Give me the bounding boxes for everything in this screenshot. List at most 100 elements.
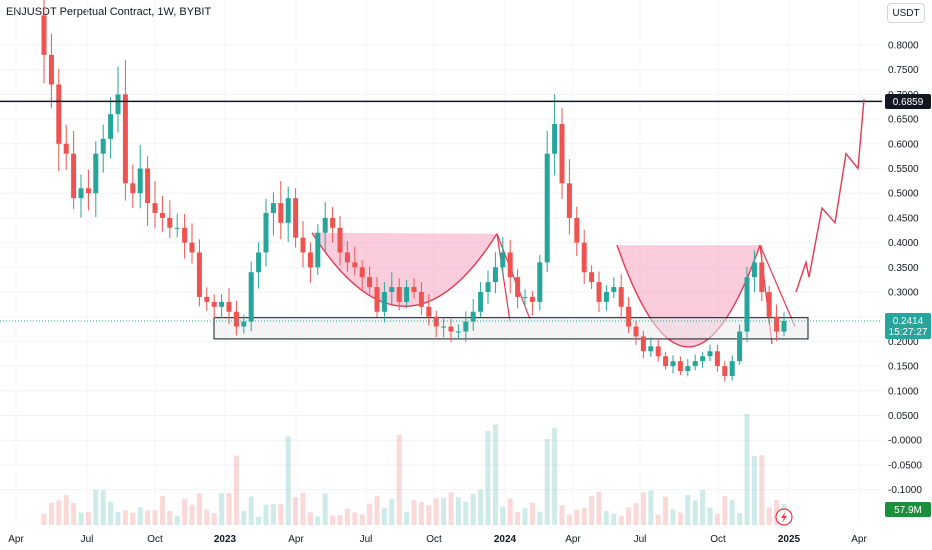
volume-bar [256, 516, 262, 525]
volume-bar [433, 498, 439, 525]
candle-body [640, 336, 646, 352]
time-tick-label: Apr [8, 534, 24, 545]
volume-bar [589, 496, 595, 525]
candle-body [537, 262, 543, 302]
candle-body [492, 267, 498, 283]
price-tick-label: 0.3500 [888, 263, 919, 274]
current-price-label: 0.2414 [893, 316, 924, 327]
candle-body [78, 188, 84, 199]
volume-bar [774, 499, 780, 525]
volume-bar [307, 512, 313, 525]
candle-body [759, 262, 765, 292]
candle-body [441, 326, 447, 328]
volume-bar [211, 513, 217, 525]
candle-body [714, 351, 720, 367]
candle-body [293, 198, 299, 238]
volume-bar [278, 503, 284, 525]
volume-bar [189, 504, 195, 525]
candle-body [544, 153, 550, 263]
volume-bar [685, 494, 691, 525]
current-price-tag-bg [885, 313, 931, 339]
candle-body [663, 356, 669, 367]
currency-selector[interactable]: USDT [887, 3, 925, 23]
volume-bar [418, 501, 424, 525]
candle-body [344, 252, 350, 263]
candle-body [248, 272, 254, 322]
price-tick-label: 0.1000 [888, 386, 919, 397]
candle-body [626, 306, 632, 327]
support-zone [213, 317, 809, 340]
candle-body [115, 94, 121, 115]
volume-bar [426, 505, 432, 525]
drawn-lines [0, 99, 882, 322]
candle-body [226, 301, 232, 312]
volume-bar [640, 492, 646, 525]
chart-title: ENJUSDT Perpetual Contract, 1W, BYBIT [6, 6, 212, 18]
volume-bar [618, 516, 624, 525]
candle-body [515, 277, 521, 297]
candle-body [159, 212, 165, 218]
candles [41, 0, 787, 382]
volume-bar [500, 506, 506, 525]
candle-body [737, 331, 743, 362]
candle-body [85, 188, 91, 194]
candle-body [692, 361, 698, 367]
candle-body [152, 203, 158, 213]
volume-bar [108, 501, 114, 525]
volume-bar [670, 509, 676, 525]
price-tick-label: 0.5500 [888, 164, 919, 175]
volume-bar [759, 455, 765, 525]
volume-bar [596, 491, 602, 525]
volume-bar [174, 515, 180, 525]
candle-body [48, 54, 54, 85]
candle-body [352, 262, 358, 268]
time-tick-label: Apr [565, 534, 581, 545]
volume-bar [633, 503, 639, 525]
candle-body [41, 15, 47, 55]
candle-body [219, 301, 225, 307]
candle-body [307, 252, 313, 268]
volume-bar [744, 413, 750, 525]
price-tick-label: 0.8000 [888, 41, 919, 52]
time-tick-label: Oct [147, 534, 163, 545]
price-tick-label: 0.5000 [888, 189, 919, 200]
volume-bar [396, 434, 402, 525]
candle-body [108, 114, 114, 139]
lightning-icon[interactable] [775, 508, 793, 526]
volume-bar [226, 492, 232, 525]
volume-bar [322, 493, 328, 525]
volume-bar [448, 492, 454, 525]
price-tick-label: 0.6500 [888, 115, 919, 126]
support-zone-rect [213, 317, 809, 340]
candle-body [774, 316, 780, 332]
candle-body [426, 306, 432, 317]
time-tick-label: Oct [710, 534, 726, 545]
candle-body [781, 320, 787, 332]
volume-bar [751, 456, 757, 525]
candle-body [211, 301, 217, 307]
volume-bar [145, 510, 151, 525]
volume-bar [574, 509, 580, 525]
volume-bar [648, 490, 654, 525]
candle-body [611, 287, 617, 292]
candle-body [322, 217, 328, 233]
time-tick-label: Oct [426, 534, 442, 545]
volume-bar [470, 493, 476, 525]
volume-bar [714, 513, 720, 525]
volume-bar [537, 511, 543, 525]
candle-body [655, 346, 661, 357]
volume-bar [766, 507, 772, 525]
volume-bar [700, 490, 706, 525]
candle-body [418, 292, 424, 307]
volume-bar [737, 513, 743, 525]
candle-body [677, 361, 683, 372]
volume-bar [78, 512, 84, 525]
volume-bar [41, 513, 47, 525]
price-tick-label: -0.1000 [888, 485, 922, 496]
candle-body [359, 267, 365, 278]
volume-bar [544, 439, 550, 525]
candle-body [685, 366, 691, 372]
candle-body [404, 287, 410, 302]
candle-body [196, 252, 202, 297]
